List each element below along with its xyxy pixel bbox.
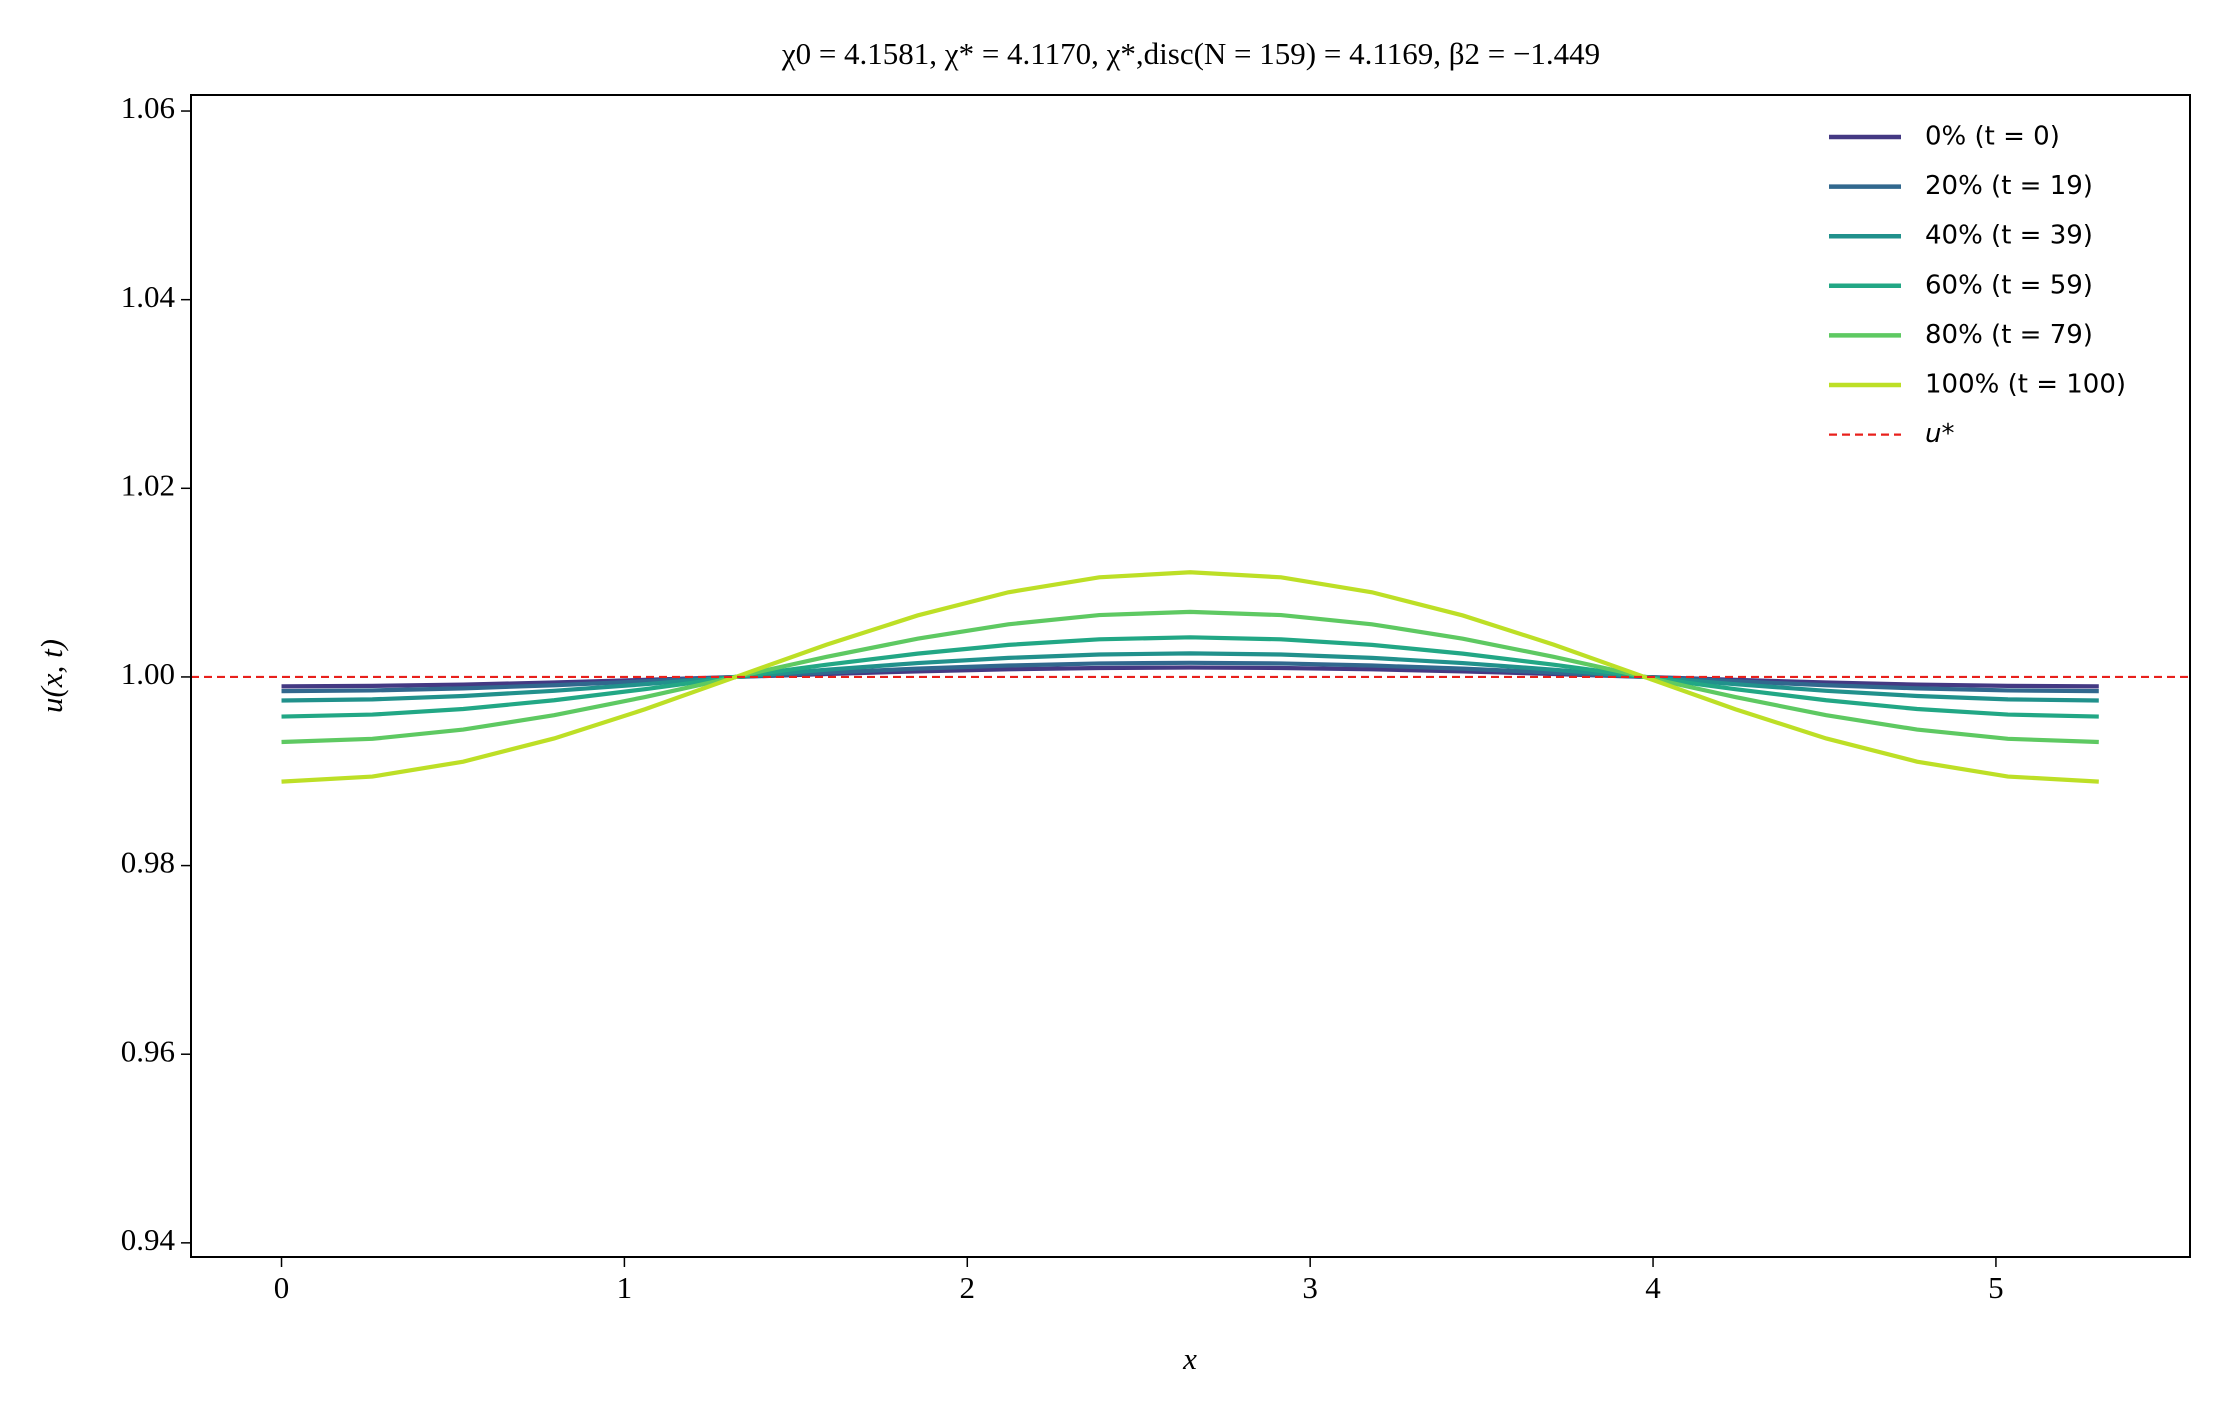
y-tick-label: 1.06 — [121, 90, 175, 125]
legend-label: 100% (t = 100) — [1925, 370, 2126, 400]
series-line — [281, 660, 2099, 694]
y-tick-label: 0.96 — [121, 1033, 175, 1068]
y-axis-label: u(x, t) — [34, 639, 69, 713]
x-axis-label: x — [1182, 1341, 1197, 1376]
x-tick-label: 5 — [1988, 1270, 2004, 1305]
legend-label: 60% (t = 59) — [1925, 270, 2093, 300]
legend-label: 20% (t = 19) — [1925, 171, 2093, 201]
series-line — [281, 635, 2099, 719]
plot-frame — [190, 94, 2191, 1258]
y-tick-label: 1.04 — [121, 279, 176, 314]
series-line — [281, 570, 2099, 784]
x-tick-label: 2 — [960, 1270, 976, 1305]
legend-label: 80% (t = 79) — [1925, 320, 2093, 350]
x-tick-label: 3 — [1302, 1270, 1318, 1305]
y-tick-label: 1.00 — [121, 656, 175, 691]
series-line — [281, 651, 2099, 703]
x-tick-label: 4 — [1645, 1270, 1661, 1305]
x-tick-label: 0 — [274, 1270, 290, 1305]
series-line — [281, 609, 2099, 745]
legend-label: 40% (t = 39) — [1925, 221, 2093, 251]
y-tick-label: 0.98 — [121, 845, 175, 880]
legend-label: 0% (t = 0) — [1925, 122, 2060, 152]
legend-label: u* — [1925, 419, 1954, 449]
series-line — [281, 665, 2099, 689]
chart-title: χ0 = 4.1581, χ* = 4.1170, χ*,disc(N = 15… — [781, 36, 1600, 71]
y-tick-label: 1.02 — [121, 467, 175, 502]
x-tick-label: 1 — [617, 1270, 633, 1305]
y-tick-label: 0.94 — [121, 1222, 176, 1257]
